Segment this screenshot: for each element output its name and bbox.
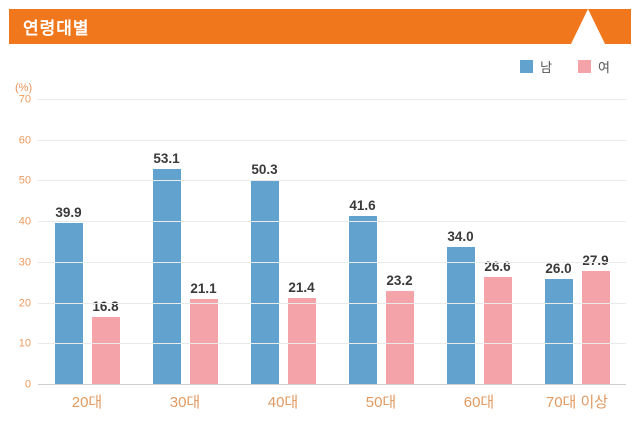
bar-value-label: 23.2 (386, 272, 413, 288)
bar-group: 34.0 26.6 (430, 100, 528, 385)
bar-남 (446, 246, 475, 385)
bar-column: 41.6 (348, 100, 377, 385)
y-tick-label: 40 (18, 215, 31, 228)
gridline (38, 139, 626, 141)
bar-column: 50.3 (250, 100, 279, 385)
bar-남 (544, 279, 573, 385)
legend-label: 여 (598, 60, 610, 75)
bar-여 (91, 316, 120, 385)
header-bar: 연령대별 (9, 9, 631, 44)
legend-swatch-icon (520, 60, 534, 73)
bar-여 (385, 290, 414, 385)
gridline (38, 99, 626, 100)
x-axis-label: 20대 (71, 394, 103, 411)
bar-column: 21.1 (189, 100, 218, 385)
bar-column: 34.0 (446, 100, 475, 385)
bar-여 (483, 276, 512, 385)
x-axis-label: 60대 (463, 394, 495, 411)
bar-column: 53.1 (152, 100, 181, 385)
y-axis-unit-label: (%) (15, 82, 33, 94)
bar-여 (189, 299, 218, 385)
bar-남 (152, 168, 181, 385)
bar-value-label: 26.0 (545, 261, 572, 277)
x-axis-label: 40대 (267, 394, 299, 411)
bar-남 (250, 180, 279, 385)
bar-column: 26.0 (544, 100, 573, 385)
gridline (38, 302, 626, 304)
bar-group: 26.0 27.9 (528, 100, 626, 385)
page-title: 연령대별 (23, 19, 90, 38)
gridline (38, 180, 626, 182)
bar-value-label: 21.4 (288, 279, 315, 295)
gridline (38, 384, 626, 385)
x-axis-label: 50대 (365, 394, 397, 411)
bar-group: 41.6 23.2 (332, 100, 430, 385)
bar-value-label: 21.1 (190, 281, 217, 297)
legend-item-여: 여 (578, 57, 610, 76)
y-tick-label: 10 (18, 337, 31, 350)
gridline (38, 343, 626, 345)
y-tick-label: 0 (24, 378, 31, 391)
bar-여 (287, 297, 316, 385)
bar-column: 27.9 (581, 100, 610, 385)
header-notch-triangle (571, 9, 605, 44)
x-axis-label: 30대 (169, 394, 201, 411)
bar-남 (54, 222, 83, 385)
y-tick-label: 30 (18, 256, 31, 269)
bar-column: 39.9 (54, 100, 83, 385)
bar-column: 21.4 (287, 100, 316, 385)
bar-group: 53.1 21.1 (136, 100, 234, 385)
y-tick-label: 50 (18, 174, 31, 187)
bar-column: 16.8 (91, 100, 120, 385)
bar-value-label: 27.9 (582, 253, 608, 268)
legend-label: 남 (540, 60, 553, 75)
y-tick-label: 70 (18, 93, 31, 106)
bar-여 (581, 271, 610, 385)
legend-swatch-icon (578, 60, 592, 73)
bar-column: 23.2 (385, 100, 414, 385)
gridline (38, 221, 626, 223)
bar-value-label: 50.3 (251, 162, 278, 178)
bar-column: 26.6 (483, 100, 512, 385)
y-tick-label: 20 (18, 297, 31, 310)
bar-value-label: 53.1 (153, 150, 180, 166)
bar-value-label: 34.0 (447, 228, 474, 244)
bar-group: 39.9 16.8 (38, 100, 136, 385)
plot-area: 39.9 16.8 53.1 21.1 50.3 21.4 41.6 23.2 34.0 26.6… (19, 94, 626, 390)
bar-value-label: 41.6 (349, 197, 376, 213)
bar-남 (348, 215, 377, 385)
gridline (38, 261, 626, 263)
legend-item-남: 남 (520, 57, 552, 76)
y-tick-label: 60 (18, 134, 31, 147)
bar-group: 50.3 21.4 (234, 100, 332, 385)
bar-value-label: 16.8 (92, 298, 119, 314)
x-axis-labels: 20대 30대 40대 50대 60대 70대 이상 (38, 391, 626, 412)
bar-groups: 39.9 16.8 53.1 21.1 50.3 21.4 41.6 23.2 34.0 26.6… (38, 100, 626, 385)
x-axis-label: 70대 이상 (545, 394, 609, 411)
bar-value-label: 39.9 (55, 204, 82, 220)
